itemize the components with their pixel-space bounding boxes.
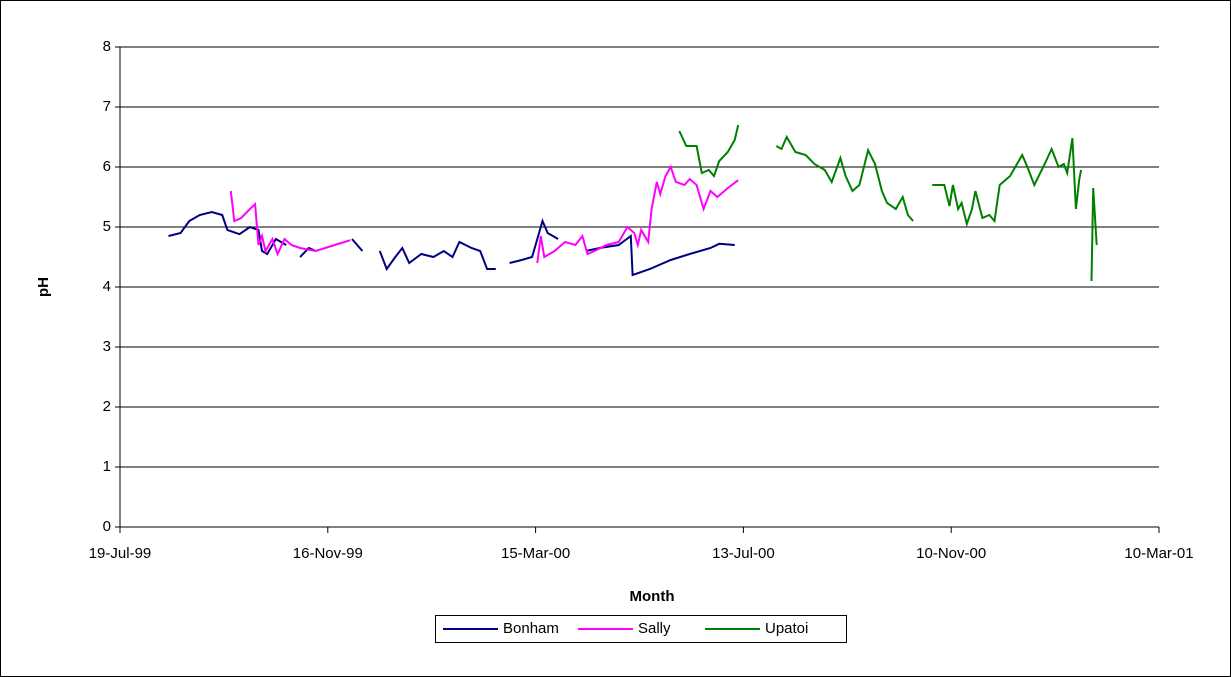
x-tick-label: 16-Nov-99 xyxy=(293,545,363,562)
y-tick-label: 3 xyxy=(103,338,111,355)
y-tick-label: 5 xyxy=(103,218,111,235)
y-tick-label: 8 xyxy=(103,38,111,55)
y-tick-label: 2 xyxy=(103,398,111,415)
x-tick-label: 10-Nov-00 xyxy=(916,545,986,562)
x-tick-label: 15-Mar-00 xyxy=(501,545,570,562)
y-tick-label: 0 xyxy=(103,518,111,535)
data-line xyxy=(229,164,739,264)
x-tick-label: 10-Mar-01 xyxy=(1124,545,1193,562)
y-tick-label: 4 xyxy=(103,278,111,295)
x-axis-title: Month xyxy=(630,588,675,605)
legend-label: Bonham xyxy=(503,620,559,637)
legend-label: Sally xyxy=(638,620,671,637)
legend-label: Upatoi xyxy=(765,620,808,637)
y-tick-label: 1 xyxy=(103,458,111,475)
x-tick-label: 13-Jul-00 xyxy=(712,545,775,562)
y-tick-label: 7 xyxy=(103,98,111,115)
y-axis-title: pH xyxy=(35,277,52,297)
x-tick-label: 19-Jul-99 xyxy=(89,545,152,562)
y-tick-label: 6 xyxy=(103,158,111,175)
data-line xyxy=(168,210,735,277)
data-line xyxy=(678,124,1098,282)
legend xyxy=(435,615,847,643)
